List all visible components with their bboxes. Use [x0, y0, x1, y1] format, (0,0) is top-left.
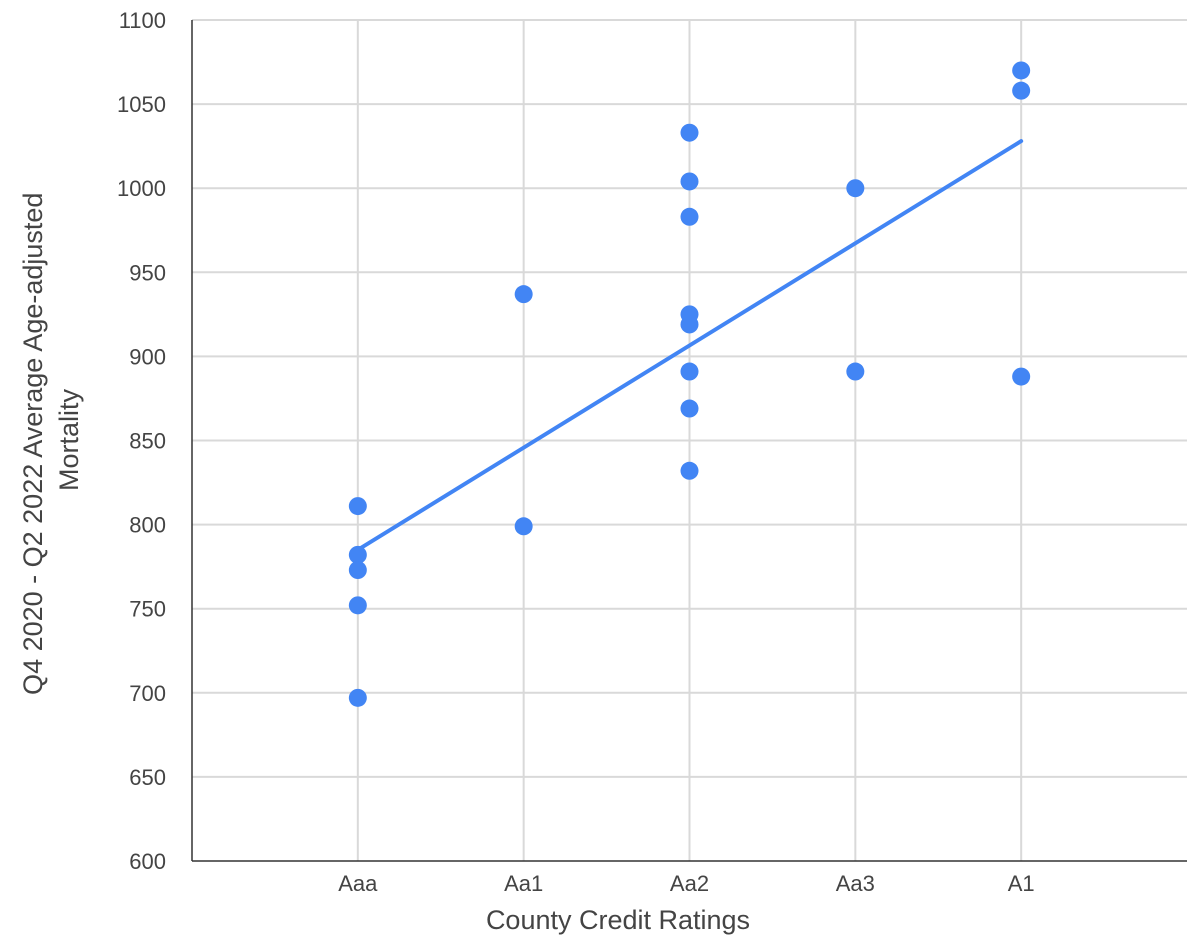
- y-tick-label: 900: [129, 344, 166, 369]
- y-tick-label: 800: [129, 513, 166, 538]
- y-tick-label: 700: [129, 681, 166, 706]
- y-axis-title: Q4 2020 - Q2 2022 Average Age-adjusted M…: [18, 185, 84, 695]
- y-tick-label: 950: [129, 260, 166, 285]
- x-tick-label: Aa3: [836, 871, 875, 896]
- grid-lines: [192, 19, 1187, 861]
- data-point: [680, 207, 699, 226]
- data-point: [348, 545, 367, 564]
- data-point: [680, 362, 699, 381]
- y-tick-label: 650: [129, 765, 166, 790]
- data-point: [348, 596, 367, 615]
- data-point: [680, 461, 699, 480]
- data-point: [348, 497, 367, 516]
- trendline: [355, 139, 1024, 552]
- data-point: [846, 179, 865, 198]
- x-tick-label: Aa2: [670, 871, 709, 896]
- data-point: [514, 517, 533, 536]
- axes: [191, 20, 1187, 862]
- y-tick-label: 600: [129, 849, 166, 874]
- y-tick-label: 1000: [117, 176, 166, 201]
- x-axis-title: County Credit Ratings: [486, 905, 750, 935]
- data-point: [1012, 61, 1031, 80]
- y-tick-label: 1100: [119, 8, 166, 33]
- y-axis-title-line-2: Mortality: [54, 388, 84, 491]
- data-point: [680, 172, 699, 191]
- y-tick-label: 1050: [117, 92, 166, 117]
- y-tick-label: 850: [129, 429, 166, 454]
- data-points: [348, 61, 1031, 707]
- trendline-group: [355, 139, 1024, 552]
- data-point: [680, 315, 699, 334]
- data-point: [846, 362, 865, 381]
- data-point: [514, 285, 533, 304]
- data-point: [348, 688, 367, 707]
- x-tick-labels: Aaa Aa1 Aa2 Aa3 A1: [338, 871, 1034, 896]
- data-point: [1012, 367, 1031, 386]
- data-point: [1012, 81, 1031, 100]
- data-point: [680, 399, 699, 418]
- data-point: [680, 123, 699, 142]
- x-tick-label: Aaa: [338, 871, 378, 896]
- x-tick-label: A1: [1008, 871, 1035, 896]
- y-tick-label: 750: [129, 597, 166, 622]
- y-tick-labels: 600 650 700 750 800 850 900 950 1000 1050 1100: [117, 8, 166, 874]
- y-axis-title-line-1: Q4 2020 - Q2 2022 Average Age-adjusted: [18, 193, 48, 695]
- x-tick-label: Aa1: [504, 871, 543, 896]
- data-point: [348, 561, 367, 580]
